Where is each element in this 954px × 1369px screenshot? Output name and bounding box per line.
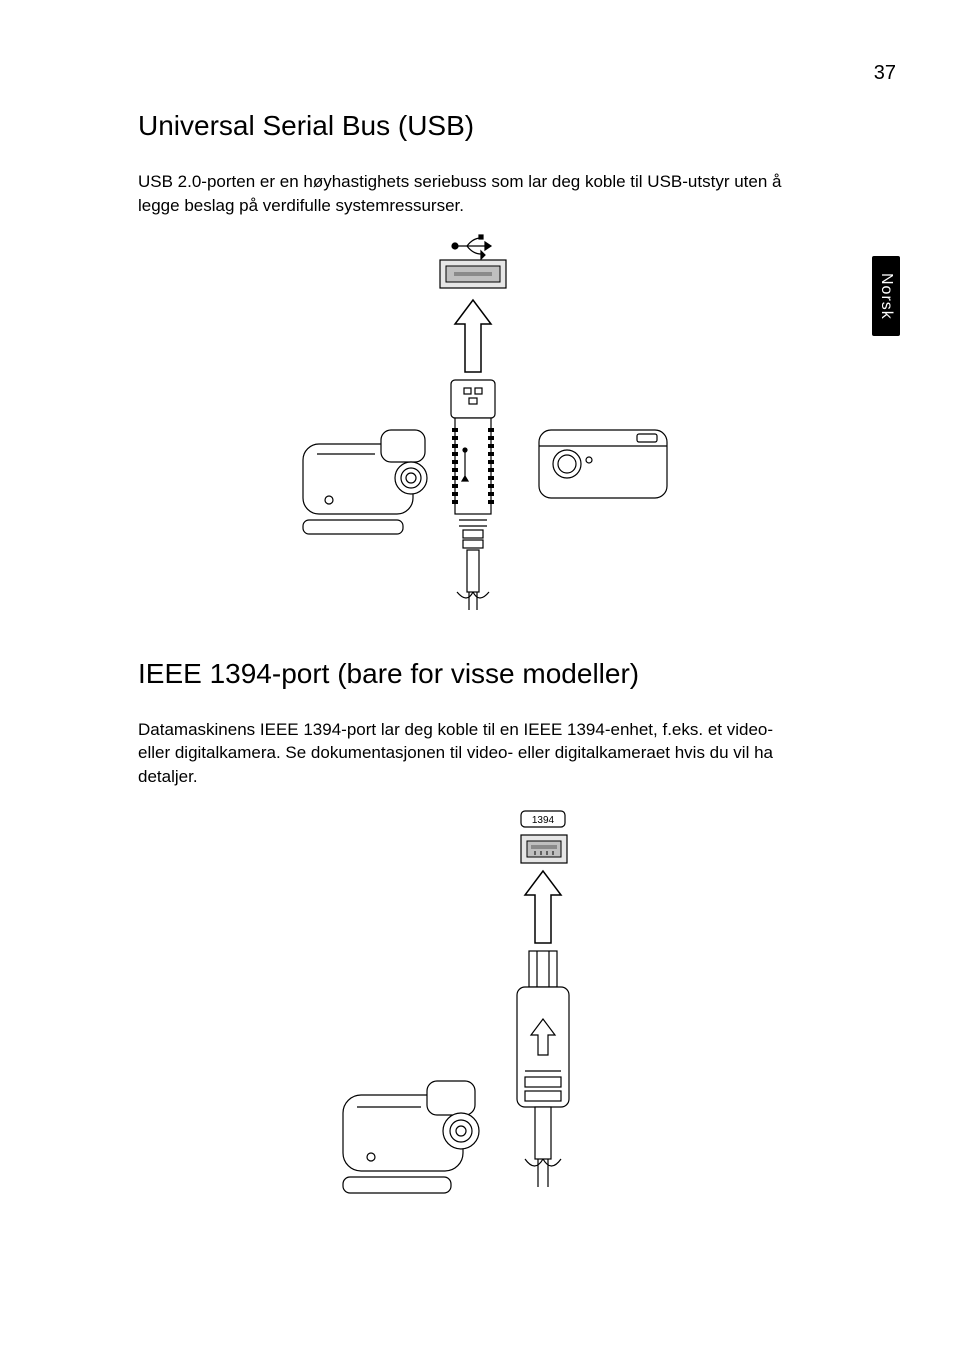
usb-paragraph: USB 2.0-porten er en høyhastighets serie… xyxy=(138,170,808,218)
usb-heading: Universal Serial Bus (USB) xyxy=(138,110,808,142)
ieee1394-paragraph: Datamaskinens IEEE 1394-port lar deg kob… xyxy=(138,718,808,789)
svg-text:1394: 1394 xyxy=(532,815,555,826)
usb-figure xyxy=(138,230,808,610)
page-number: 37 xyxy=(874,62,896,85)
ieee1394-figure: 1394 xyxy=(138,801,808,1261)
ieee1394-heading: IEEE 1394-port (bare for visse modeller) xyxy=(138,658,808,690)
page-content: Universal Serial Bus (USB) USB 2.0-porte… xyxy=(138,110,808,1309)
language-tab: Norsk xyxy=(872,256,900,336)
